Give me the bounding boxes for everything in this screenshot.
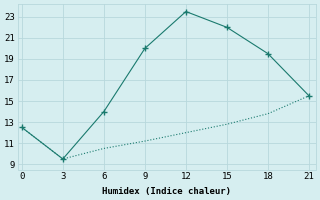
X-axis label: Humidex (Indice chaleur): Humidex (Indice chaleur) <box>102 187 231 196</box>
